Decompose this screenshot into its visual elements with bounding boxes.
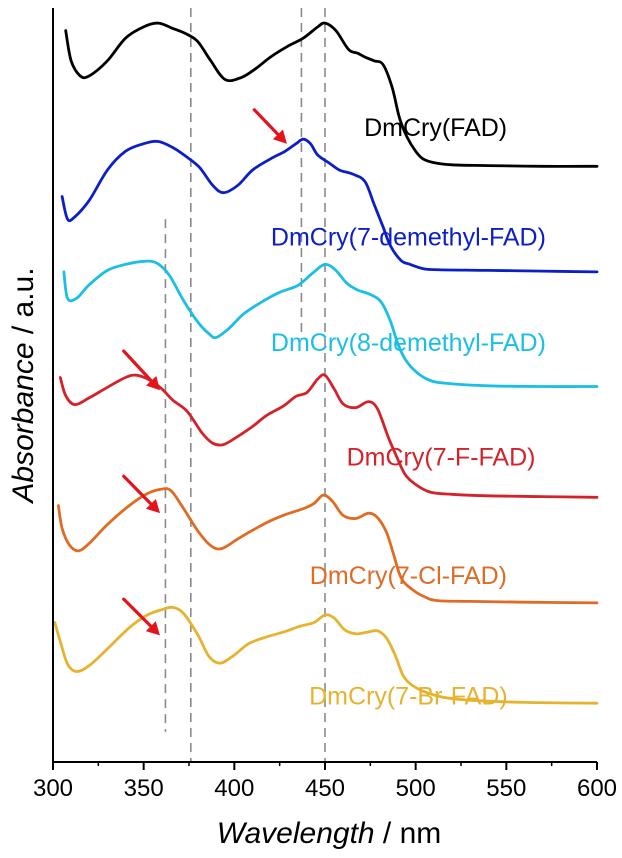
x-tick-label-550: 550	[486, 775, 526, 802]
y-axis-title-italic: Absorbance	[7, 342, 40, 504]
arrow-7-br	[122, 597, 160, 636]
y-axis-title: Absorbance / a.u.	[7, 267, 40, 504]
series-labels: DmCry(FAD) DmCry(7-demethyl-FAD) DmCry(8-d…	[271, 114, 546, 711]
spectra-series	[53, 21, 599, 705]
series-label-dmcry-7-f-fad: DmCry(7-F-FAD)	[347, 444, 536, 472]
series-line-dmcry-fad	[64, 21, 599, 168]
arrow-7-cl-head	[145, 498, 160, 514]
series-label-dmcry-7-cl-fad: DmCry(7-Cl-FAD)	[310, 562, 507, 590]
series-line-dmcry-8-demethyl-fad	[62, 259, 599, 388]
arrow-7-f	[122, 349, 160, 391]
arrow-7-cl	[122, 474, 160, 514]
x-axis-ticks: 300 350 400 450 500 550 600	[33, 762, 617, 802]
series-label-dmcry-7-demethyl-fad: DmCry(7-demethyl-FAD)	[271, 224, 546, 252]
axes: 300 350 400 450 500 550 600	[33, 8, 617, 802]
series-line-dmcry-7-cl-fad	[57, 487, 599, 605]
x-axis-title-unit: / nm	[375, 817, 442, 850]
x-tick-label-400: 400	[214, 775, 254, 802]
arrow-7-f-shaft	[122, 349, 153, 383]
arrow-7-cl-shaft	[122, 474, 153, 506]
x-axis-title-italic: Wavelength	[217, 817, 375, 850]
series-label-dmcry-7-br-fad: DmCry(7-Br-FAD)	[309, 683, 508, 711]
x-tick-label-350: 350	[124, 775, 164, 802]
arrow-7-demethyl	[252, 108, 287, 144]
series-line-dmcry-7-br-fad	[53, 605, 599, 705]
x-tick-label-450: 450	[305, 775, 345, 802]
arrow-7-br-shaft	[122, 597, 153, 628]
arrow-7-f-head	[146, 375, 160, 391]
series-label-dmcry-8-demethyl-fad: DmCry(8-demethyl-FAD)	[271, 329, 546, 357]
x-tick-label-300: 300	[33, 775, 73, 802]
x-tick-label-500: 500	[396, 775, 436, 802]
x-tick-label-600: 600	[577, 775, 617, 802]
arrow-7-demethyl-shaft	[252, 108, 280, 136]
y-axis-title-unit: / a.u.	[7, 267, 40, 342]
arrow-7-br-head	[145, 621, 160, 636]
series-line-dmcry-7-demethyl-fad	[60, 137, 599, 274]
x-axis-title: Wavelength / nm	[217, 817, 442, 850]
red-arrows	[122, 108, 287, 636]
arrow-7-demethyl-head	[272, 129, 287, 144]
series-line-dmcry-7-f-fad	[58, 373, 599, 499]
reference-lines	[164, 8, 326, 762]
series-label-dmcry-fad: DmCry(FAD)	[364, 114, 507, 142]
